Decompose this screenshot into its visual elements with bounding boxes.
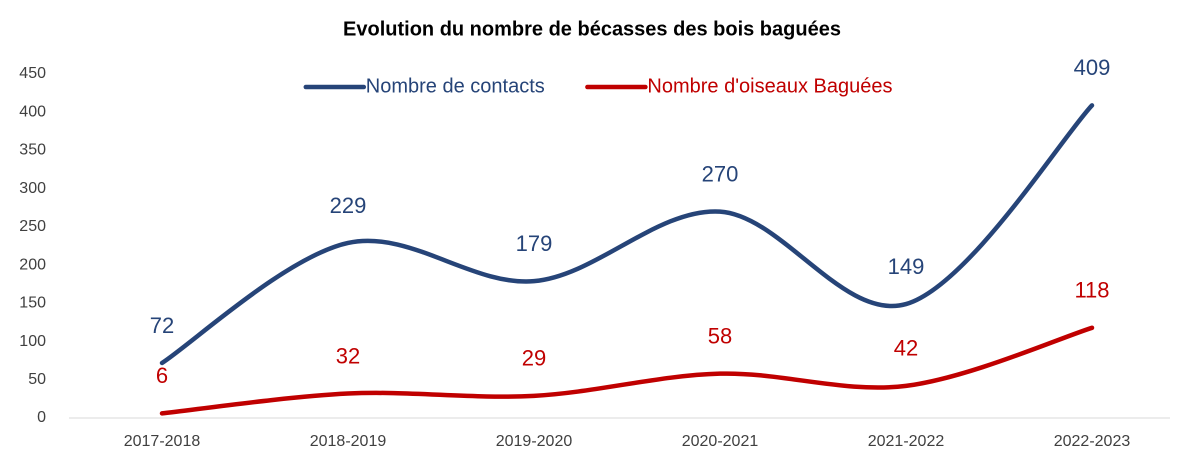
legend-label: Nombre de contacts	[366, 75, 545, 97]
data-label: 6	[156, 363, 168, 388]
x-tick-label: 2021-2022	[868, 433, 945, 450]
data-label: 229	[330, 193, 367, 218]
y-tick-label: 400	[19, 103, 46, 120]
series-line	[159, 103, 1095, 366]
y-tick-label: 450	[19, 65, 46, 82]
y-tick-label: 300	[19, 180, 46, 197]
x-tick-label: 2018-2019	[310, 433, 387, 450]
y-tick-label: 200	[19, 256, 46, 273]
data-label: 29	[522, 346, 546, 371]
data-label: 179	[516, 231, 553, 256]
y-tick-label: 150	[19, 295, 46, 312]
y-tick-label: 250	[19, 218, 46, 235]
data-label: 32	[336, 343, 360, 368]
y-tick-label: 100	[19, 333, 46, 350]
x-tick-label: 2017-2018	[124, 433, 201, 450]
x-tick-label: 2020-2021	[682, 433, 759, 450]
data-label: 42	[894, 336, 918, 361]
legend-label: Nombre d'oiseaux Baguées	[647, 75, 892, 97]
y-tick-label: 0	[37, 409, 46, 426]
data-label: 58	[708, 323, 732, 348]
data-label: 118	[1074, 278, 1109, 303]
data-label: 409	[1074, 55, 1111, 80]
data-label: 270	[702, 161, 739, 186]
x-tick-label: 2019-2020	[496, 433, 573, 450]
x-tick-label: 2022-2023	[1054, 433, 1131, 450]
data-label: 72	[150, 313, 174, 338]
chart-title: Evolution du nombre de bécasses des bois…	[343, 18, 841, 40]
y-tick-label: 50	[28, 371, 46, 388]
y-tick-label: 350	[19, 142, 46, 159]
series-line	[159, 325, 1095, 416]
data-label: 149	[888, 254, 925, 279]
